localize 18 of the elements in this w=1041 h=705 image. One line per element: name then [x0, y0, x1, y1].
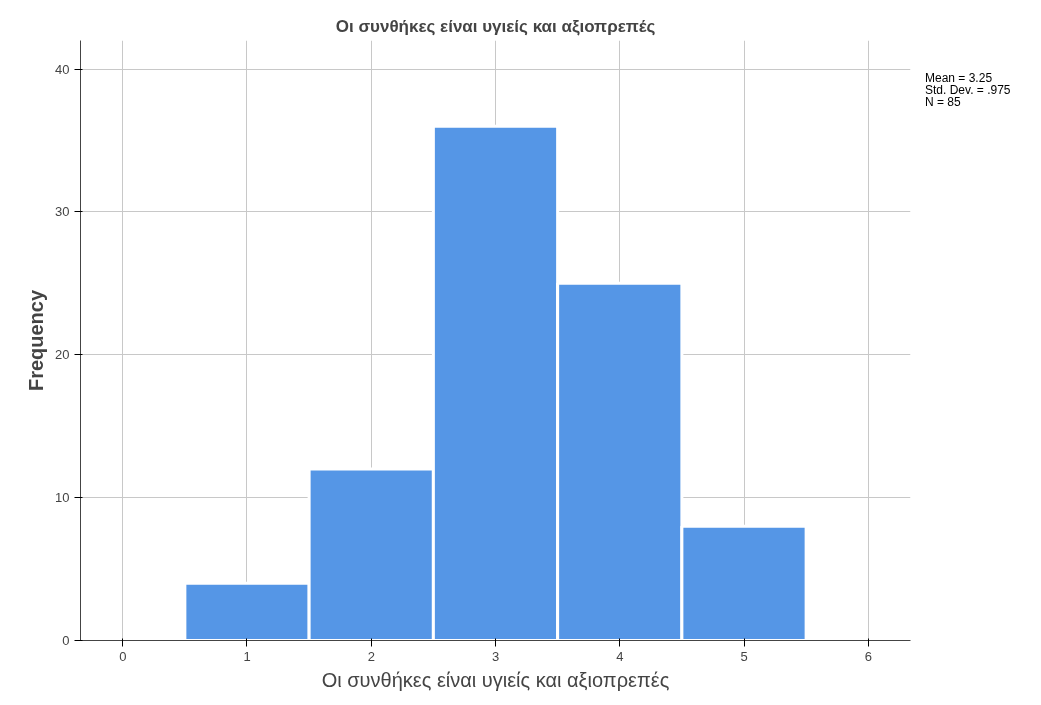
y-tick-label: 10	[55, 490, 70, 506]
text: Std. Dev. = .975	[925, 83, 1011, 97]
x-tick-label: 6	[864, 648, 872, 664]
chart-title: Οι συνθήκες είναι υγιείς και αξιοπρεπές	[335, 16, 656, 36]
x-tick-label: 1	[243, 648, 251, 664]
y-tick-label: 30	[55, 204, 70, 220]
x-tick-label: 2	[367, 648, 375, 664]
x-tick-label: 5	[740, 648, 748, 664]
x-tick-label: 0	[119, 648, 127, 664]
x-axis-title: Οι συνθήκες είναι υγιείς και αξιοπρεπές	[321, 668, 670, 691]
x-tick-label: 4	[616, 648, 624, 664]
y-tick-label: 20	[55, 347, 70, 363]
y-tick-label: 0	[62, 633, 70, 648]
text: Mean = 3.25	[925, 71, 994, 85]
x-tick-label: 3	[491, 648, 500, 664]
y-tick-label: 40	[55, 61, 70, 77]
y-axis-title: Frequency	[25, 289, 48, 392]
text: N = 85	[925, 95, 962, 109]
